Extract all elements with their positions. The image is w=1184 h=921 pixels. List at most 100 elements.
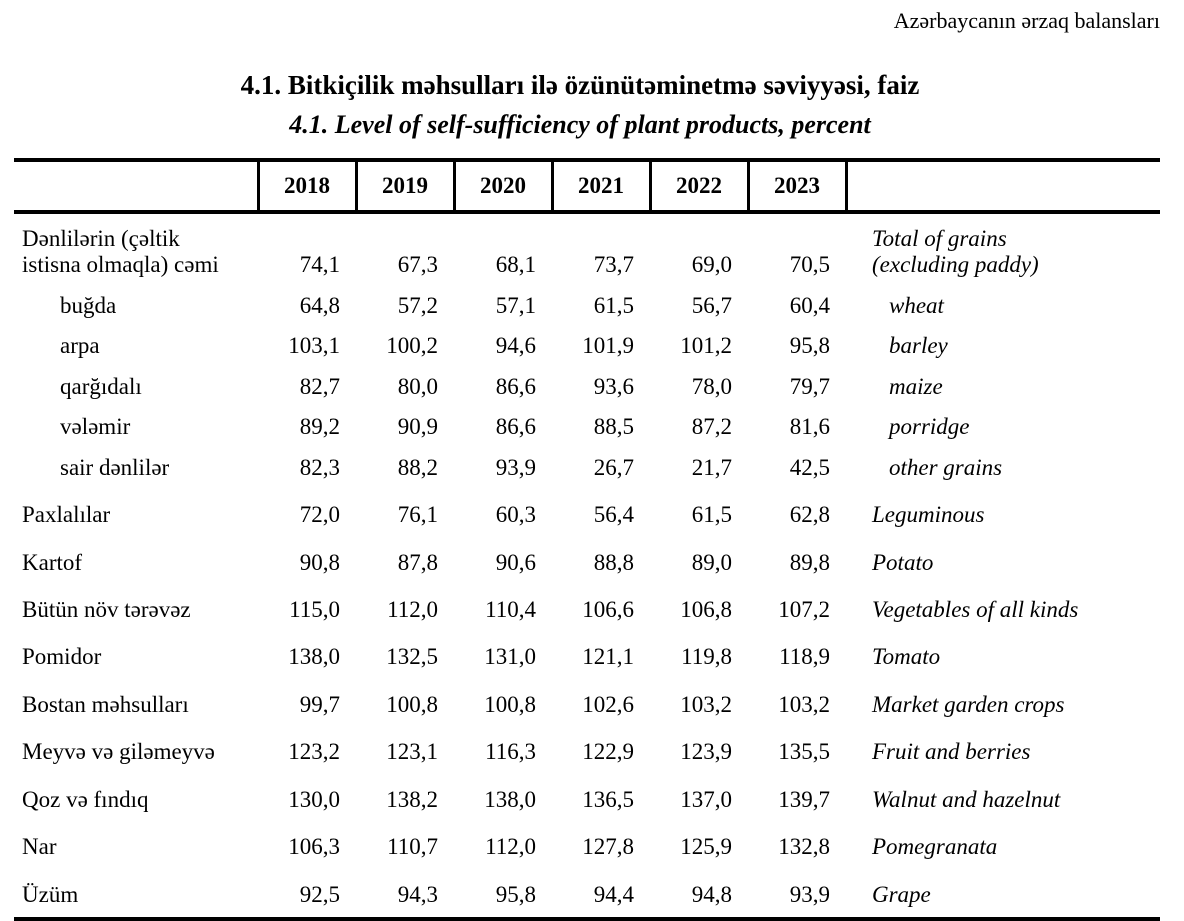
value-cell: 81,6 <box>789 414 830 440</box>
row-label-en: other grains <box>889 454 1003 480</box>
value-cell: 103,1 <box>288 333 340 359</box>
value-cell: 137,0 <box>680 786 732 812</box>
value-cell: 88,2 <box>397 454 438 480</box>
row-label-az: Meyvə və giləmeyvə <box>22 739 215 765</box>
value-cell: 42,5 <box>789 454 830 480</box>
value-cell: 61,5 <box>691 502 732 528</box>
row-label-en: Grape <box>872 881 931 907</box>
value-cell: 101,2 <box>680 333 732 359</box>
value-cell: 94,6 <box>495 333 536 359</box>
value-cell: 115,0 <box>289 596 340 622</box>
row-label-en: Total of grains (excluding paddy) <box>846 212 1160 288</box>
value-cell: 57,1 <box>495 292 536 318</box>
value-cell: 130,0 <box>288 786 340 812</box>
year-header-2021: 2021 <box>550 160 650 214</box>
row-label-en: Potato <box>872 549 934 575</box>
value-cell: 103,2 <box>778 691 830 717</box>
value-cell: 102,6 <box>582 691 634 717</box>
value-cell: 26,7 <box>593 454 634 480</box>
value-cell: 70,5 <box>789 252 830 278</box>
year-header-2022: 2022 <box>648 160 748 214</box>
value-cell: 123,2 <box>288 739 340 765</box>
value-cell: 123,9 <box>680 739 732 765</box>
value-cell: 138,2 <box>386 786 438 812</box>
row-label-az: arpa <box>60 333 100 359</box>
value-cell: 123,1 <box>386 739 438 765</box>
value-cell: 69,0 <box>691 252 732 278</box>
table-header-row: 2018 2019 2020 2021 2022 2023 <box>14 160 1160 214</box>
value-cell: 110,4 <box>485 596 536 622</box>
value-cell: 106,6 <box>582 596 634 622</box>
value-cell: 138,0 <box>484 786 536 812</box>
row-walnut-and-hazelnut: Qoz və fındıq 130,0 138,2 138,0 136,5 13… <box>14 775 1160 822</box>
value-cell: 82,7 <box>299 373 340 399</box>
row-label-az: buğda <box>60 292 117 318</box>
value-cell: 21,7 <box>691 454 732 480</box>
value-cell: 73,7 <box>593 252 634 278</box>
value-cell: 60,3 <box>495 502 536 528</box>
row-barley: arpa 103,1 100,2 94,6 101,9 101,2 95,8 b… <box>14 328 1160 368</box>
value-cell: 135,5 <box>778 739 830 765</box>
value-cell: 100,2 <box>386 333 438 359</box>
value-cell: 127,8 <box>582 834 634 860</box>
value-cell: 88,8 <box>593 549 634 575</box>
value-cell: 121,1 <box>582 644 634 670</box>
value-cell: 89,0 <box>691 549 732 575</box>
value-cell: 74,1 <box>299 252 340 278</box>
row-vegetables: Bütün növ tərəvəz 115,0 112,0 110,4 106,… <box>14 585 1160 632</box>
value-cell: 93,9 <box>495 454 536 480</box>
value-cell: 57,2 <box>397 292 438 318</box>
value-cell: 89,2 <box>299 414 340 440</box>
value-cell: 56,4 <box>593 502 634 528</box>
row-label-en: Fruit and berries <box>872 739 1031 765</box>
row-label-en-line1: Total of grains <box>872 226 1007 251</box>
row-market-garden-crops: Bostan məhsulları 99,7 100,8 100,8 102,6… <box>14 680 1160 727</box>
value-cell: 82,3 <box>299 454 340 480</box>
row-label-az: Paxlalılar <box>22 502 111 528</box>
value-cell: 132,5 <box>386 644 438 670</box>
row-label-en: barley <box>889 333 948 359</box>
value-cell: 106,3 <box>288 834 340 860</box>
row-potato: Kartof 90,8 87,8 90,6 88,8 89,0 89,8 Pot… <box>14 538 1160 585</box>
row-label-en: Walnut and hazelnut <box>872 786 1061 812</box>
row-label-en: Tomato <box>872 644 941 670</box>
value-cell: 107,2 <box>778 596 830 622</box>
value-cell: 79,7 <box>789 373 830 399</box>
value-cell: 60,4 <box>789 292 830 318</box>
row-label-en: wheat <box>889 292 944 318</box>
row-label-az: vələmir <box>60 414 131 440</box>
value-cell: 90,8 <box>299 549 340 575</box>
value-cell: 110,7 <box>387 834 438 860</box>
value-cell: 87,2 <box>691 414 732 440</box>
value-cell: 99,7 <box>299 691 340 717</box>
value-cell: 62,8 <box>789 502 830 528</box>
row-wheat: buğda 64,8 57,2 57,1 61,5 56,7 60,4 whea… <box>14 288 1160 328</box>
row-label-az: qarğıdalı <box>60 373 142 399</box>
value-cell: 88,5 <box>593 414 634 440</box>
row-fruit-and-berries: Meyvə və giləmeyvə 123,2 123,1 116,3 122… <box>14 727 1160 774</box>
row-label-az: Bostan məhsulları <box>22 691 189 717</box>
value-cell: 100,8 <box>484 691 536 717</box>
value-cell: 100,8 <box>386 691 438 717</box>
value-cell: 76,1 <box>397 502 438 528</box>
value-cell: 136,5 <box>582 786 634 812</box>
value-cell: 116,3 <box>485 739 536 765</box>
row-tomato: Pomidor 138,0 132,5 131,0 121,1 119,8 11… <box>14 632 1160 679</box>
row-label-en: maize <box>889 373 943 399</box>
value-cell: 89,8 <box>789 549 830 575</box>
value-cell: 112,0 <box>387 596 438 622</box>
value-cell: 106,8 <box>680 596 732 622</box>
row-other-grains: sair dənlilər 82,3 88,2 93,9 26,7 21,7 4… <box>14 450 1160 490</box>
value-cell: 119,8 <box>681 644 732 670</box>
value-cell: 95,8 <box>789 333 830 359</box>
value-cell: 86,6 <box>495 373 536 399</box>
value-cell: 94,4 <box>593 881 634 907</box>
year-header-2018: 2018 <box>256 160 356 214</box>
row-label-az: Qoz və fındıq <box>22 786 149 812</box>
table-title-english: 4.1. Level of self-sufficiency of plant … <box>289 110 871 139</box>
row-maize: qarğıdalı 82,7 80,0 86,6 93,6 78,0 79,7 … <box>14 369 1160 409</box>
row-label-az: Üzüm <box>22 881 79 907</box>
value-cell: 125,9 <box>680 834 732 860</box>
row-grape: Üzüm 92,5 94,3 95,8 94,4 94,8 93,9 Grape <box>14 870 1160 919</box>
row-label-az: Kartof <box>22 549 83 575</box>
